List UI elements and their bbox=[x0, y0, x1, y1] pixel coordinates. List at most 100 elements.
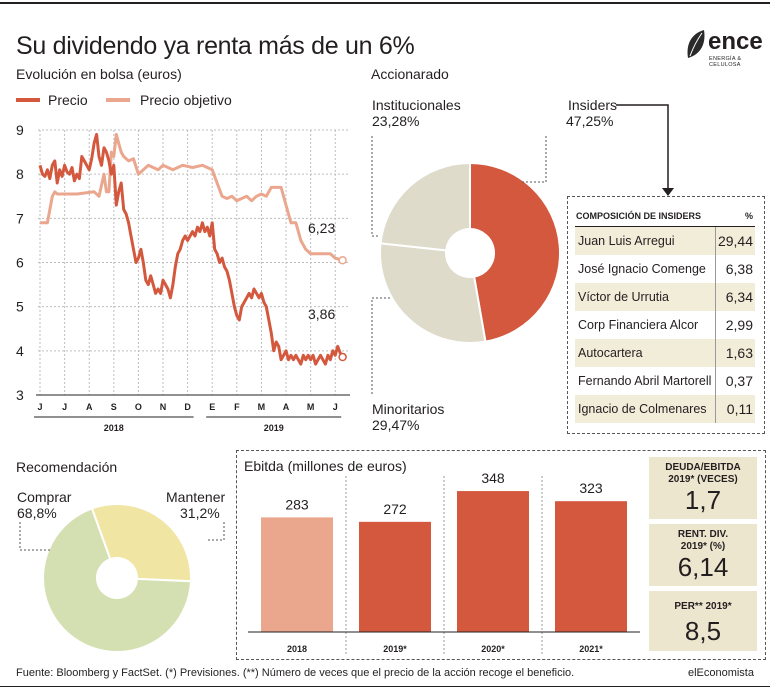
label-institucionales: Institucionales bbox=[372, 97, 461, 113]
y-tick-label: 3 bbox=[16, 387, 24, 403]
label-insiders-pct: 47,25% bbox=[566, 113, 614, 129]
stock-line-chart: 3 4 5 6 7 8 9 J J A S O N D E F M A M J 2018 2019 bbox=[16, 122, 350, 433]
header-name: COMPOSICIÓN DE INSIDERS bbox=[575, 206, 716, 227]
y-tick-label: 6 bbox=[16, 255, 24, 271]
stock-chart-title: Evolución en bolsa (euros) bbox=[16, 66, 182, 82]
leader-minoritarios bbox=[371, 297, 390, 396]
legend-swatch-precio bbox=[16, 98, 40, 102]
kpi-rent-label-2: 2019* (%) bbox=[680, 541, 726, 552]
series-end-marker bbox=[338, 352, 347, 362]
footer-brand: elEconomista bbox=[687, 667, 754, 679]
legend-label-precio: Precio bbox=[48, 92, 88, 108]
label-minoritarios-pct: 29,47% bbox=[372, 417, 420, 433]
leader-insiders bbox=[520, 136, 547, 183]
x-tick-label: O bbox=[135, 402, 142, 412]
kpi-rent-value: 6,14 bbox=[677, 552, 729, 582]
bar-category-label: 2020* bbox=[481, 644, 505, 654]
bar-category-label: 2021* bbox=[579, 644, 603, 654]
bar-value-label: 283 bbox=[285, 496, 309, 512]
bar-2021 bbox=[555, 501, 627, 632]
x-tick-label: J bbox=[333, 402, 338, 412]
ownership-pie-chart bbox=[371, 104, 674, 396]
x-tick-label: J bbox=[37, 402, 42, 412]
insider-row: Ignacio de Colmenares 0,11 bbox=[575, 394, 755, 423]
kpi-per-value: 8,5 bbox=[684, 616, 722, 646]
insider-row: Fernando Abril Martorell 0,37 bbox=[575, 366, 755, 395]
kpi-deuda-ebitda: DEUDA/EBITDA 2019* (VECES) 1,7 bbox=[649, 457, 757, 519]
kpi-deuda-value: 1,7 bbox=[684, 485, 722, 515]
label-last-objetivo: 6,23 bbox=[308, 220, 336, 236]
year-label: 2019 bbox=[264, 423, 284, 433]
label-insiders: Insiders bbox=[568, 97, 618, 113]
kpi-rent-div: RENT. DIV. 2019* (%) 6,14 bbox=[649, 524, 757, 586]
insider-row: José Ignacio Comenge 6,38 bbox=[575, 254, 755, 283]
insider-pct: 6,34 bbox=[725, 288, 753, 305]
x-tick-label: D bbox=[184, 402, 191, 412]
x-tick-label: M bbox=[307, 402, 315, 412]
ownership-slice bbox=[469, 161, 562, 343]
x-tick-label: E bbox=[209, 402, 215, 412]
insider-pct: 29,44 bbox=[717, 232, 753, 249]
recommendation-pie-chart bbox=[19, 503, 225, 653]
ownership-slice bbox=[379, 242, 487, 344]
insider-pct: 2,99 bbox=[725, 316, 753, 333]
leaf-icon bbox=[687, 30, 705, 58]
insider-row: Corp Financiera Alcor 2,99 bbox=[575, 310, 755, 339]
top-rule bbox=[0, 2, 770, 4]
bar-2020 bbox=[457, 491, 529, 632]
x-tick-label: N bbox=[160, 402, 167, 412]
label-minoritarios: Minoritarios bbox=[372, 401, 445, 417]
x-tick-label: M bbox=[258, 402, 266, 412]
y-tick-label: 8 bbox=[16, 166, 24, 182]
leader-comprar bbox=[19, 522, 50, 551]
year-label: 2018 bbox=[104, 423, 124, 433]
x-tick-label: F bbox=[234, 402, 240, 412]
x-tick-label: A bbox=[283, 402, 290, 412]
footer-source: Fuente: Bloomberg y FactSet. (*) Previsi… bbox=[16, 667, 575, 679]
kpi-rent-label-1: RENT. DIV. bbox=[677, 529, 729, 540]
kpi-per: PER** 2019* 8,5 bbox=[649, 591, 757, 651]
y-tick-label: 4 bbox=[16, 343, 24, 359]
label-mantener: Mantener bbox=[166, 489, 226, 505]
kpi-deuda-label-2: 2019* (VECES) bbox=[668, 474, 738, 485]
legend-swatch-objetivo bbox=[106, 98, 130, 102]
insider-row: Autocartera 1,63 bbox=[575, 338, 755, 367]
bar-category-label: 2018 bbox=[287, 644, 307, 654]
bar-value-label: 348 bbox=[481, 470, 505, 486]
insider-row: Víctor de Urrutia 6,34 bbox=[575, 282, 755, 311]
header-pct: % bbox=[715, 206, 755, 227]
logo-subtitle: ENERGÍA & CELULOSA bbox=[709, 56, 742, 68]
insider-name: Fernando Abril Martorell bbox=[575, 366, 717, 395]
series-end-marker bbox=[338, 256, 347, 265]
y-tick-label: 5 bbox=[16, 299, 24, 315]
label-institucionales-pct: 23,28% bbox=[372, 113, 420, 129]
y-tick-label: 7 bbox=[16, 210, 24, 226]
insider-pct: 1,63 bbox=[725, 344, 753, 361]
leader-institucionales bbox=[371, 136, 380, 237]
insider-name: Autocartera bbox=[575, 338, 717, 367]
bottom-rule bbox=[0, 686, 770, 687]
insider-pct: 6,38 bbox=[725, 260, 753, 277]
bar-2018 bbox=[261, 517, 333, 632]
bar-value-label: 272 bbox=[383, 501, 407, 517]
label-comprar-pct: 68,8% bbox=[17, 505, 57, 521]
kpi-per-label: PER** 2019* bbox=[674, 601, 732, 612]
recommendation-title: Recomendación bbox=[16, 459, 118, 475]
x-tick-label: A bbox=[86, 402, 93, 412]
y-tick-label: 9 bbox=[16, 122, 24, 138]
bar-2019 bbox=[359, 521, 431, 632]
insiders-table-header: COMPOSICIÓN DE INSIDERS % bbox=[575, 206, 755, 227]
insider-name: Corp Financiera Alcor bbox=[575, 310, 717, 339]
recommendation-slice bbox=[42, 507, 192, 653]
bar-category-label: 2019* bbox=[383, 644, 407, 654]
ownership-title: Accionarado bbox=[371, 66, 449, 82]
label-comprar: Comprar bbox=[17, 489, 72, 505]
x-tick-label: J bbox=[62, 402, 67, 412]
recommendation-slice bbox=[90, 503, 192, 583]
insiders-arrow-head bbox=[662, 188, 674, 196]
kpi-deuda-label-1: DEUDA/EBITDA bbox=[665, 462, 741, 473]
leader-mantener bbox=[206, 522, 225, 541]
insider-name: Víctor de Urrutia bbox=[575, 282, 717, 311]
ebitda-title: Ebitda (millones de euros) bbox=[244, 458, 407, 474]
series-line-precio bbox=[38, 132, 344, 366]
